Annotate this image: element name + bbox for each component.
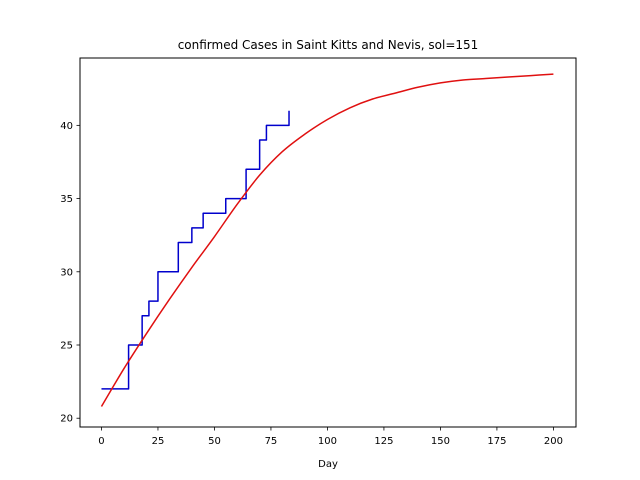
x-tick-label: 150 bbox=[431, 436, 450, 447]
x-tick-label: 100 bbox=[318, 436, 337, 447]
y-axis: 20 25 30 35 40 bbox=[60, 121, 80, 425]
x-tick-label: 200 bbox=[544, 436, 563, 447]
x-tick-label: 0 bbox=[98, 436, 104, 447]
y-tick-label: 35 bbox=[60, 194, 73, 205]
y-tick-label: 40 bbox=[60, 121, 73, 132]
y-tick-label: 20 bbox=[60, 414, 73, 425]
x-tick-label: 25 bbox=[152, 436, 165, 447]
x-tick-label: 175 bbox=[487, 436, 506, 447]
series-line-2 bbox=[100, 73, 554, 407]
x-tick-label: 125 bbox=[374, 436, 393, 447]
plot-series bbox=[100, 73, 554, 407]
x-tick-label: 75 bbox=[265, 436, 278, 447]
y-tick-label: 25 bbox=[60, 341, 73, 352]
y-tick-label: 30 bbox=[60, 267, 73, 278]
chart-title: confirmed Cases in Saint Kitts and Nevis… bbox=[178, 38, 479, 52]
x-axis-label: Day bbox=[318, 459, 338, 470]
plot-frame bbox=[79, 57, 577, 428]
x-tick-label: 50 bbox=[208, 436, 221, 447]
x-axis: 0 25 50 75 100 125 150 175 200 bbox=[98, 427, 563, 447]
series-line-1 bbox=[101, 110, 290, 390]
